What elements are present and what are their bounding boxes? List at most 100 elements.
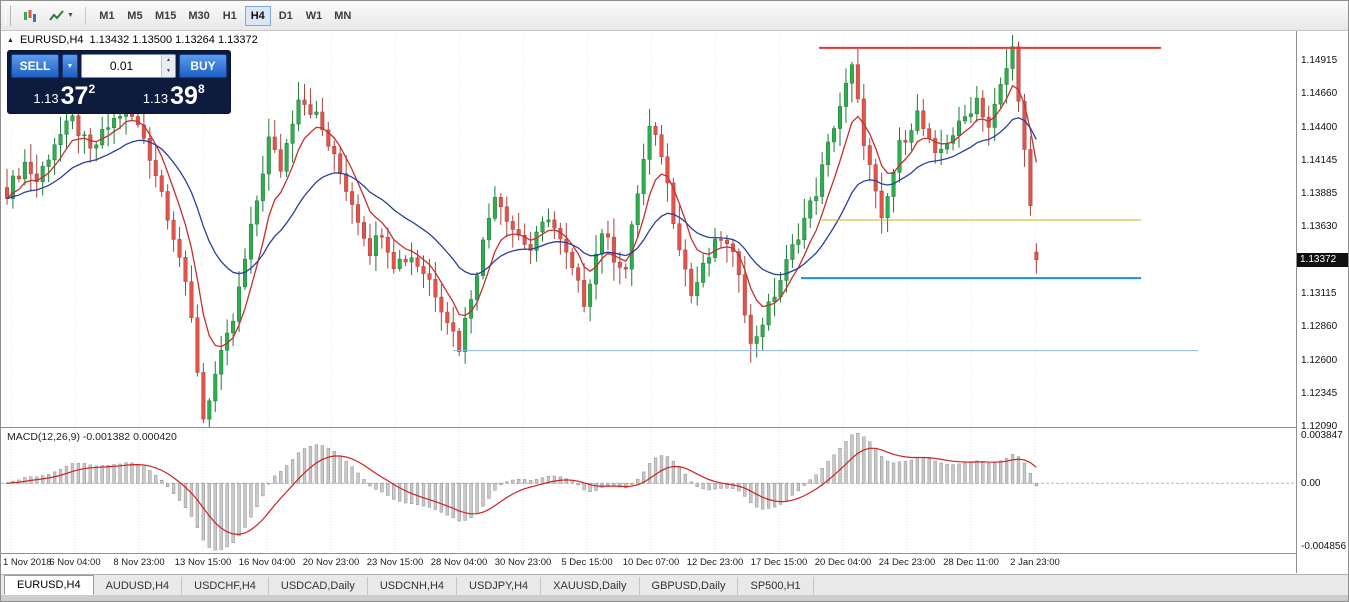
buy-button[interactable]: BUY xyxy=(179,54,227,78)
timeframe-button-h1[interactable]: H1 xyxy=(217,6,243,26)
candle-up xyxy=(213,373,218,402)
candle-down xyxy=(748,314,753,344)
macd-histogram-bar xyxy=(713,483,717,490)
macd-histogram-bar xyxy=(957,463,961,484)
candle-up xyxy=(540,221,545,233)
macd-histogram-bar xyxy=(772,483,777,508)
candle-up xyxy=(254,200,259,225)
macd-histogram-bar xyxy=(404,483,408,504)
candle-up xyxy=(600,233,604,255)
price-tick-label: 1.12090 xyxy=(1301,420,1338,432)
sell-price-pip: 2 xyxy=(88,82,96,96)
chart-tab-eurusd[interactable]: EURUSD,H4 xyxy=(4,575,94,595)
lot-increment-button[interactable]: ▲ xyxy=(162,55,175,66)
candle-down xyxy=(933,138,938,153)
macd-histogram-bar xyxy=(279,471,283,484)
candle-up xyxy=(40,166,45,183)
one-click-collapse-toggle[interactable]: ▲ xyxy=(7,36,14,44)
macd-histogram-bar xyxy=(921,457,925,484)
timeframe-button-h4[interactable]: H4 xyxy=(244,5,271,26)
macd-histogram-bar xyxy=(653,457,658,484)
indicator-window-divider[interactable] xyxy=(1,427,1348,428)
candle-down xyxy=(903,140,908,143)
candle-down xyxy=(659,134,664,158)
price-tick-label: 1.13630 xyxy=(1301,221,1338,233)
macd-histogram-bar xyxy=(975,460,979,484)
chart-tab-gbpusd[interactable]: GBPUSD,Daily xyxy=(640,577,739,595)
timeframe-button-m5[interactable]: M5 xyxy=(122,6,148,26)
candle-down xyxy=(332,145,337,155)
sell-price-display[interactable]: 1.13 37 2 xyxy=(11,81,118,109)
timeframe-button-m15[interactable]: M15 xyxy=(150,6,181,26)
lot-decrement-button[interactable]: ▼ xyxy=(162,66,175,77)
candle-up xyxy=(802,217,807,240)
order-options-dropdown[interactable]: ▼ xyxy=(62,54,78,78)
chart-tab-usdcad[interactable]: USDCAD,Daily xyxy=(269,577,368,595)
macd-histogram-bar xyxy=(820,468,824,484)
candle-up xyxy=(849,64,854,84)
macd-histogram-bar xyxy=(570,481,574,484)
candle-down xyxy=(582,280,587,307)
candle-up xyxy=(290,123,295,144)
macd-histogram-bar xyxy=(302,448,307,484)
candle-up xyxy=(915,110,920,131)
timeframe-button-w1[interactable]: W1 xyxy=(301,6,328,26)
chart-type-button[interactable] xyxy=(17,5,43,27)
macd-signal-line xyxy=(6,447,1037,535)
candle-up xyxy=(82,134,87,137)
candle-down xyxy=(16,175,21,180)
chart-tab-xauusd[interactable]: XAUUSD,Daily xyxy=(541,577,640,595)
macd-histogram-bar xyxy=(148,470,152,484)
candle-up xyxy=(118,116,123,119)
timeframe-button-m30[interactable]: M30 xyxy=(183,6,214,26)
chart-tab-usdchf[interactable]: USDCHF,H4 xyxy=(182,577,269,595)
one-click-trading-panel: SELL ▼ ▲ ▼ BUY 1.13 37 2 1.1 xyxy=(7,50,231,114)
candle-down xyxy=(873,164,878,192)
macd-histogram-bar xyxy=(927,458,931,484)
candle-down xyxy=(189,281,194,318)
candle-down xyxy=(564,238,569,253)
macd-histogram-bar xyxy=(100,465,104,484)
macd-histogram-bar xyxy=(1034,483,1038,487)
candle-down xyxy=(272,136,277,150)
price-chart-canvas[interactable] xyxy=(1,31,1295,427)
sell-button[interactable]: SELL xyxy=(11,54,59,78)
timeframe-button-m1[interactable]: M1 xyxy=(94,6,120,26)
macd-histogram-bar xyxy=(189,483,194,517)
candle-down xyxy=(504,206,509,222)
buy-price-display[interactable]: 1.13 39 8 xyxy=(121,81,228,109)
macd-histogram-bar xyxy=(743,483,747,497)
candle-up xyxy=(968,113,973,117)
candle-down xyxy=(528,244,533,251)
candle-down xyxy=(344,173,349,192)
timeframe-button-d1[interactable]: D1 xyxy=(273,6,299,26)
macd-histogram-bar xyxy=(70,463,75,484)
macd-histogram-bar xyxy=(659,455,664,484)
chart-ohlc-values: 1.13432 1.13500 1.13264 1.13372 xyxy=(89,34,258,46)
candle-up xyxy=(594,253,599,285)
chart-tools-dropdown-button[interactable]: ▼ xyxy=(45,5,78,27)
lot-size-input[interactable] xyxy=(82,55,161,77)
candle-down xyxy=(867,145,872,165)
candle-down xyxy=(1034,251,1039,261)
macd-histogram-bar xyxy=(136,463,140,484)
candle-down xyxy=(576,267,581,281)
chart-tab-usdcnh[interactable]: USDCNH,H4 xyxy=(368,577,458,595)
macd-histogram-bar xyxy=(528,480,533,484)
chart-tab-audusd[interactable]: AUDUSD,H4 xyxy=(94,577,183,595)
chart-tab-usdjpy[interactable]: USDJPY,H4 xyxy=(457,577,542,595)
chart-tab-sp500[interactable]: SP500,H1 xyxy=(738,577,814,595)
timeframe-button-mn[interactable]: MN xyxy=(329,6,356,26)
candle-down xyxy=(195,317,200,373)
toolbar-grip[interactable] xyxy=(5,5,11,26)
macd-indicator-canvas[interactable] xyxy=(1,428,1295,553)
chart-plot-area: ▲ EURUSD,H4 1.13432 1.13500 1.13264 1.13… xyxy=(1,31,1296,574)
macd-histogram-bar xyxy=(451,483,455,518)
price-scale[interactable]: 1.13372 1.14915 1.14660 1.14400 1.14145 1.13… xyxy=(1296,31,1348,573)
macd-histogram-bar xyxy=(534,479,539,484)
candle-down xyxy=(403,258,408,263)
macd-histogram-bar xyxy=(891,462,896,484)
sell-price-prefix: 1.13 xyxy=(33,91,59,106)
macd-histogram-bar xyxy=(784,483,789,501)
slow-ma xyxy=(6,117,1037,276)
